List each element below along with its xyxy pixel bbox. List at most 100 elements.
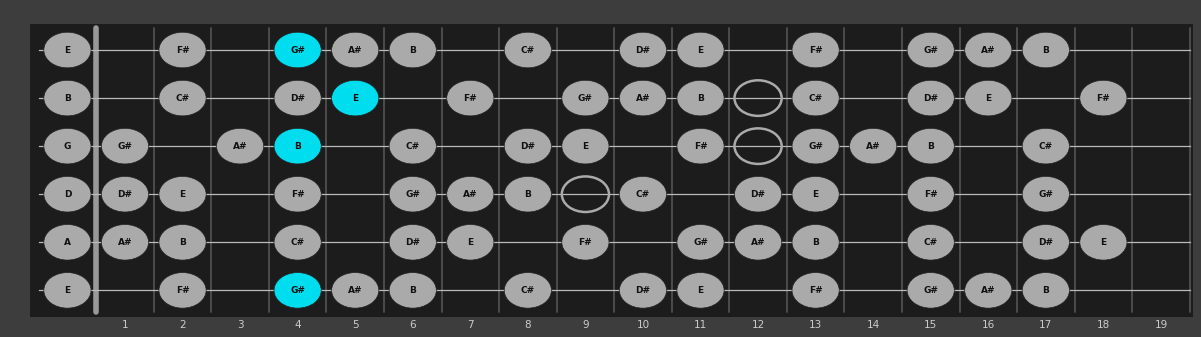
- Ellipse shape: [620, 273, 667, 308]
- Ellipse shape: [620, 177, 667, 212]
- Text: B: B: [294, 142, 301, 151]
- Text: G#: G#: [1039, 190, 1053, 199]
- Text: A#: A#: [981, 286, 996, 295]
- Ellipse shape: [907, 224, 955, 260]
- Ellipse shape: [274, 177, 321, 212]
- Text: 18: 18: [1097, 320, 1110, 330]
- Ellipse shape: [44, 224, 91, 260]
- Ellipse shape: [677, 273, 724, 308]
- Text: B: B: [927, 142, 934, 151]
- Text: E: E: [65, 286, 71, 295]
- Ellipse shape: [677, 128, 724, 164]
- Text: C#: C#: [175, 94, 190, 102]
- Text: F#: F#: [808, 286, 823, 295]
- Text: 14: 14: [867, 320, 880, 330]
- Text: G#: G#: [118, 142, 132, 151]
- Text: A#: A#: [233, 142, 247, 151]
- Text: C#: C#: [1039, 142, 1053, 151]
- Text: A: A: [64, 238, 71, 247]
- Ellipse shape: [1080, 80, 1127, 116]
- Ellipse shape: [101, 224, 149, 260]
- Text: A#: A#: [866, 142, 880, 151]
- Text: D: D: [64, 190, 71, 199]
- Ellipse shape: [620, 32, 667, 68]
- Ellipse shape: [504, 273, 551, 308]
- Text: 7: 7: [467, 320, 473, 330]
- Ellipse shape: [791, 273, 839, 308]
- Text: C#: C#: [924, 238, 938, 247]
- Text: D#: D#: [635, 286, 651, 295]
- Ellipse shape: [44, 177, 91, 212]
- Text: 9: 9: [582, 320, 588, 330]
- Text: 15: 15: [924, 320, 937, 330]
- Ellipse shape: [274, 273, 321, 308]
- Ellipse shape: [1022, 224, 1069, 260]
- Ellipse shape: [907, 128, 955, 164]
- Text: A#: A#: [348, 286, 363, 295]
- Ellipse shape: [274, 80, 321, 116]
- Ellipse shape: [159, 224, 207, 260]
- Ellipse shape: [159, 80, 207, 116]
- Ellipse shape: [331, 273, 378, 308]
- Text: D#: D#: [405, 238, 420, 247]
- Text: D#: D#: [635, 45, 651, 55]
- Ellipse shape: [964, 80, 1012, 116]
- Ellipse shape: [907, 177, 955, 212]
- Text: A#: A#: [751, 238, 765, 247]
- Text: G#: G#: [578, 94, 593, 102]
- Text: D#: D#: [118, 190, 132, 199]
- Text: D#: D#: [751, 190, 765, 199]
- Ellipse shape: [907, 273, 955, 308]
- Text: F#: F#: [579, 238, 592, 247]
- Text: F#: F#: [1097, 94, 1110, 102]
- Ellipse shape: [504, 128, 551, 164]
- Ellipse shape: [677, 80, 724, 116]
- Text: C#: C#: [521, 45, 534, 55]
- Text: 3: 3: [237, 320, 244, 330]
- Text: A: A: [52, 236, 60, 249]
- Text: G: G: [52, 140, 61, 153]
- Text: E: E: [65, 45, 71, 55]
- Ellipse shape: [735, 224, 782, 260]
- Text: A#: A#: [635, 94, 650, 102]
- Text: F#: F#: [175, 45, 190, 55]
- Ellipse shape: [447, 80, 494, 116]
- Ellipse shape: [389, 32, 436, 68]
- Text: G#: G#: [808, 142, 823, 151]
- Text: B: B: [1042, 286, 1050, 295]
- Text: 13: 13: [809, 320, 823, 330]
- Text: E: E: [1100, 238, 1106, 247]
- Text: B: B: [52, 92, 60, 104]
- Ellipse shape: [791, 224, 839, 260]
- Text: B: B: [812, 238, 819, 247]
- Ellipse shape: [907, 80, 955, 116]
- Text: D#: D#: [520, 142, 536, 151]
- Text: G#: G#: [291, 286, 305, 295]
- Ellipse shape: [101, 128, 149, 164]
- Ellipse shape: [159, 273, 207, 308]
- Text: 19: 19: [1154, 320, 1167, 330]
- Text: F#: F#: [291, 190, 305, 199]
- Ellipse shape: [1022, 273, 1069, 308]
- Text: G#: G#: [291, 45, 305, 55]
- Ellipse shape: [907, 32, 955, 68]
- Text: G#: G#: [693, 238, 707, 247]
- Ellipse shape: [331, 32, 378, 68]
- Ellipse shape: [1022, 32, 1069, 68]
- Ellipse shape: [389, 177, 436, 212]
- Text: D#: D#: [924, 94, 938, 102]
- Text: 5: 5: [352, 320, 359, 330]
- Ellipse shape: [620, 80, 667, 116]
- Ellipse shape: [1080, 224, 1127, 260]
- Text: F#: F#: [924, 190, 938, 199]
- Ellipse shape: [562, 80, 609, 116]
- Text: A#: A#: [981, 45, 996, 55]
- Text: G#: G#: [924, 45, 938, 55]
- Ellipse shape: [44, 80, 91, 116]
- Text: F#: F#: [694, 142, 707, 151]
- Text: D#: D#: [291, 94, 305, 102]
- Ellipse shape: [791, 80, 839, 116]
- Text: E: E: [179, 190, 186, 199]
- Ellipse shape: [159, 32, 207, 68]
- Text: 1: 1: [121, 320, 129, 330]
